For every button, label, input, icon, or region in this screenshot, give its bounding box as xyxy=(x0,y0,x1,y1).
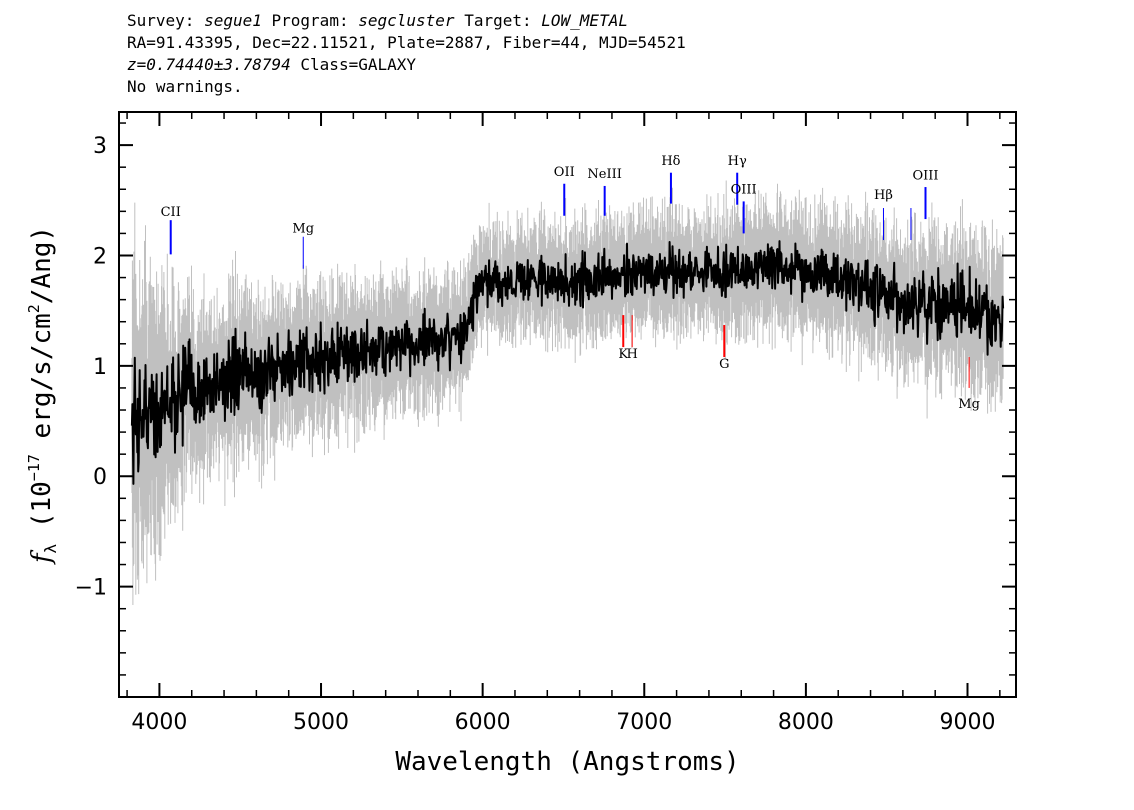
x-tick-label: 4000 xyxy=(131,710,187,735)
y-tick-label: −1 xyxy=(75,576,107,601)
emission-line-oiii-label: OIII xyxy=(731,183,757,198)
x-tick-label: 5000 xyxy=(293,710,349,735)
y-axis-unit-gap xyxy=(27,438,57,454)
y-axis-symbol-subscript: λ xyxy=(41,543,60,553)
y-tick-label: 1 xyxy=(93,355,107,380)
y-axis-unit-open: (10 xyxy=(27,481,57,528)
y-axis-unit-mid: erg/s/cm xyxy=(27,313,57,438)
emission-line-mg-label: Mg xyxy=(292,221,314,236)
x-tick-label: 7000 xyxy=(616,710,672,735)
emission-line-oiii-label: OIII xyxy=(912,168,938,183)
x-tick-label: 6000 xyxy=(455,710,511,735)
spectrum-chart: CIIMgOII NeIIIHδ HγOIII HβOIIIKHGMg 4000 500… xyxy=(0,0,1134,810)
y-tick-label: 0 xyxy=(93,465,107,490)
emission-line-h--label: Hβ xyxy=(874,188,893,203)
y-axis-unit-prefix xyxy=(27,528,57,544)
x-axis-title: Wavelength (Angstroms) xyxy=(395,747,739,777)
emission-line-oii-label: OII xyxy=(554,165,575,180)
emission-line-cii-label: CII xyxy=(161,205,181,220)
y-axis-title: fλ (10−17 erg/s/cm2/Ang) xyxy=(25,226,60,565)
absorption-line-mg-label: Mg xyxy=(958,397,980,412)
y-axis-unit-exponent-2: 2 xyxy=(25,304,43,313)
y-axis-unit-close: /Ang) xyxy=(27,226,57,304)
x-tick-label: 8000 xyxy=(778,710,834,735)
y-axis-unit-exponent: −17 xyxy=(25,454,43,481)
y-tick-label: 2 xyxy=(93,244,107,269)
absorption-line-g-label: G xyxy=(719,357,729,372)
emission-line-neiii-label: NeIII xyxy=(587,167,621,182)
emission-line-h--label: Hγ xyxy=(728,154,747,169)
emission-line-h--label: Hδ xyxy=(661,154,680,169)
x-tick-label: 9000 xyxy=(940,710,996,735)
absorption-line-h-label: H xyxy=(626,347,637,362)
y-tick-label: 3 xyxy=(93,134,107,159)
